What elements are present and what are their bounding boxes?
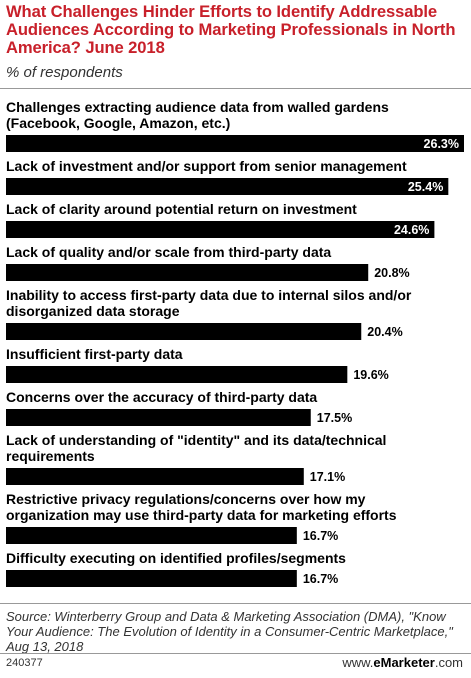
source-note: Source: Winterberry Group and Data & Mar… [6,609,453,654]
bar [6,468,304,485]
chart-subtitle: % of respondents [6,64,123,81]
category-label: Lack of clarity around potential return … [6,201,357,217]
bar-group: Lack of investment and/or support from s… [6,158,449,195]
category-label: Lack of understanding of "identity" and … [6,432,386,448]
category-label: Difficulty executing on identified profi… [6,550,346,566]
category-label: Insufficient first-party data [6,346,183,362]
category-label: Challenges extracting audience data from… [6,99,389,115]
bar-group: Restrictive privacy regulations/concerns… [6,491,397,544]
bar-chart: Challenges extracting audience data from… [6,99,464,587]
bar-group: Challenges extracting audience data from… [6,99,464,152]
brand-prefix: www. [342,655,374,670]
footer-divider [0,603,471,604]
value-label: 20.4% [367,325,402,339]
value-label: 16.7% [303,572,338,586]
chart-id: 240377 [6,657,43,669]
value-label: 26.3% [424,137,459,151]
brand-name: eMarketer [373,655,435,670]
bar-group: Lack of clarity around potential return … [6,201,435,238]
category-label: Inability to access first-party data due… [6,287,412,303]
bar-group: Inability to access first-party data due… [6,287,412,340]
bar-group: Concerns over the accuracy of third-part… [6,389,352,426]
bar [6,178,449,195]
bar-group: Difficulty executing on identified profi… [6,550,346,587]
category-label: Lack of investment and/or support from s… [6,158,407,174]
category-label: (Facebook, Google, Amazon, etc.) [6,115,230,131]
header-divider [0,88,471,89]
category-label: Concerns over the accuracy of third-part… [6,389,317,405]
value-label: 17.5% [317,411,352,425]
value-label: 20.8% [374,266,409,280]
bar [6,221,435,238]
value-label: 25.4% [408,180,443,194]
bar-group: Lack of quality and/or scale from third-… [6,244,410,281]
bar-group: Lack of understanding of "identity" and … [6,432,386,485]
brand-suffix: .com [434,655,463,670]
chart-title: What Challenges Hinder Efforts to Identi… [6,2,456,57]
bar [6,527,297,544]
value-label: 17.1% [310,470,345,484]
value-label: 16.7% [303,529,338,543]
brand-link[interactable]: www.eMarketer.com [342,655,463,670]
bar [6,409,311,426]
bar-group: Insufficient first-party data 19.6% [6,346,389,383]
value-label: 24.6% [394,223,429,237]
bar [6,570,297,587]
category-label: requirements [6,448,95,464]
bar [6,135,464,152]
bottom-divider [0,653,471,654]
bar [6,264,369,281]
category-label: Lack of quality and/or scale from third-… [6,244,331,260]
category-label: disorganized data storage [6,303,180,319]
bar [6,366,348,383]
value-label: 19.6% [353,368,388,382]
category-label: Restrictive privacy regulations/concerns… [6,491,366,507]
category-label: organization may use third-party data fo… [6,507,397,523]
bar [6,323,362,340]
